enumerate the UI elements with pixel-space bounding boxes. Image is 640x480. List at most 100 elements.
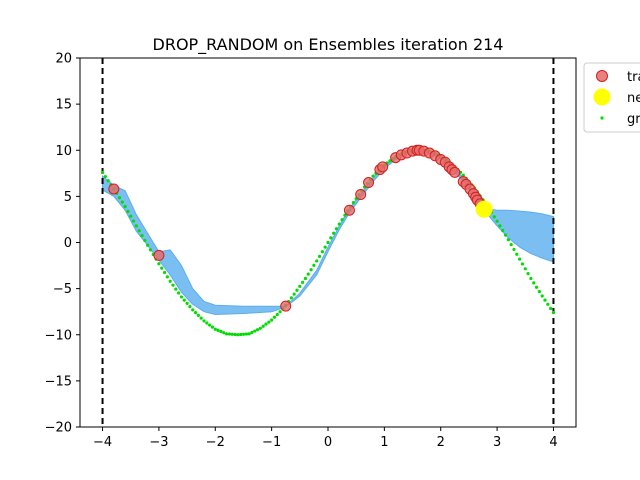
ground-truth-point bbox=[551, 311, 556, 315]
ground-truth-point bbox=[239, 332, 243, 337]
ground-truth-point bbox=[160, 266, 164, 270]
ground-truth-point bbox=[334, 227, 339, 231]
ground-truth-point bbox=[126, 209, 130, 213]
ground-truth-point bbox=[337, 222, 341, 226]
ground-truth-point bbox=[162, 270, 167, 275]
ground-truth-point bbox=[543, 298, 547, 302]
ground-truth-point bbox=[512, 247, 516, 252]
ground-truth-point bbox=[230, 332, 234, 336]
ground-truth-point bbox=[270, 318, 274, 322]
training-point bbox=[343, 204, 355, 216]
ground-truth-point bbox=[100, 170, 105, 174]
ground-truth-point bbox=[134, 224, 138, 228]
ground-truth-point bbox=[323, 245, 327, 249]
ground-truth-point bbox=[227, 332, 231, 336]
ground-truth-point bbox=[168, 279, 172, 283]
ground-truth-point bbox=[520, 262, 525, 266]
chart-title: DROP_RANDOM on Ensembles iteration 214 bbox=[153, 35, 504, 55]
y-tick-label: −20 bbox=[45, 421, 72, 436]
ground-truth-point bbox=[329, 236, 333, 240]
training-point bbox=[280, 300, 292, 312]
ground-truth-point bbox=[549, 306, 553, 311]
ground-truth-point bbox=[123, 204, 127, 209]
ground-truth-point bbox=[461, 173, 465, 177]
ground-truth-point bbox=[199, 316, 203, 320]
ground-truth-point bbox=[278, 310, 282, 314]
ground-truth-point bbox=[258, 326, 262, 330]
y-tick-label: −15 bbox=[45, 374, 72, 389]
new-point bbox=[475, 200, 493, 218]
ground-truth-point bbox=[247, 332, 251, 336]
ground-truth-point bbox=[146, 243, 150, 247]
ground-truth-point bbox=[267, 320, 271, 324]
x-tick-label: −2 bbox=[206, 435, 225, 450]
ground-truth-point bbox=[506, 238, 510, 242]
ground-truth-point bbox=[103, 174, 107, 179]
ground-truth-point bbox=[191, 308, 195, 312]
ground-truth-point bbox=[157, 262, 161, 266]
ground-truth-point bbox=[332, 231, 336, 235]
ground-truth-point bbox=[509, 242, 513, 247]
ground-truth-point bbox=[523, 267, 527, 271]
training-point bbox=[449, 166, 461, 178]
y-tick-label: −5 bbox=[53, 282, 72, 297]
ground-truth-point bbox=[137, 229, 141, 233]
ground-truth-point bbox=[498, 224, 502, 228]
ground-truth-point bbox=[526, 272, 530, 276]
ground-truth-point bbox=[534, 285, 539, 289]
x-tick-label: −3 bbox=[149, 435, 168, 450]
ground-truth-point bbox=[250, 330, 254, 335]
ground-truth-point bbox=[219, 329, 223, 334]
y-tick-label: −10 bbox=[45, 328, 72, 343]
ground-truth-point bbox=[326, 240, 330, 245]
ground-truth-point bbox=[208, 323, 212, 327]
training-point bbox=[355, 189, 367, 201]
ground-truth-point bbox=[213, 327, 217, 331]
ground-truth-point bbox=[222, 331, 226, 335]
ground-truth-point bbox=[518, 257, 522, 261]
y-tick-label: 5 bbox=[64, 190, 72, 205]
x-tick-label: 1 bbox=[380, 435, 388, 450]
boundary-lines-layer bbox=[101, 58, 555, 427]
ground-truth-point bbox=[174, 287, 178, 291]
ground-truth-point bbox=[205, 321, 209, 325]
ground-truth-point bbox=[171, 283, 175, 287]
ground-truth-point bbox=[224, 332, 229, 336]
ground-truth-point bbox=[272, 315, 277, 319]
y-tick-label: 10 bbox=[55, 144, 72, 159]
ground-truth-point bbox=[236, 333, 240, 337]
x-tick-label: 3 bbox=[493, 435, 501, 450]
ground-truth-point bbox=[255, 328, 260, 332]
legend-truth-label: gr bbox=[627, 112, 640, 127]
legend-training-label: tra bbox=[627, 70, 640, 85]
ground-truth-point bbox=[495, 219, 499, 223]
training-point bbox=[108, 183, 120, 195]
ground-truth-point bbox=[501, 228, 505, 233]
ground-truth-point bbox=[340, 218, 344, 222]
ground-truth-point bbox=[202, 319, 206, 323]
ground-truth-point bbox=[546, 302, 550, 306]
ground-truth-point bbox=[140, 233, 144, 238]
legend-new-marker bbox=[593, 88, 611, 106]
ground-truth-point bbox=[540, 294, 544, 298]
ground-truth-point bbox=[179, 295, 184, 299]
x-tick-label: 4 bbox=[549, 435, 557, 450]
ground-truth-point bbox=[210, 325, 215, 329]
legend-training-marker bbox=[596, 70, 608, 82]
ground-truth-point bbox=[129, 214, 133, 218]
plot-area bbox=[79, 57, 577, 428]
x-axis-ticks: −4 −3 −2 −1 0 1 2 3 4 bbox=[93, 427, 558, 450]
ground-truth-point bbox=[177, 291, 181, 295]
training-point bbox=[153, 249, 165, 261]
ground-truth-point bbox=[143, 238, 147, 243]
ground-truth-point bbox=[309, 268, 313, 272]
ground-truth-point bbox=[131, 219, 136, 223]
ground-truth-point bbox=[233, 332, 237, 337]
y-tick-label: 15 bbox=[55, 98, 72, 113]
x-tick-label: −4 bbox=[93, 435, 112, 450]
y-tick-label: 20 bbox=[55, 52, 72, 67]
ground-truth-point bbox=[515, 252, 519, 256]
ground-truth-point bbox=[185, 301, 189, 305]
y-axis-ticks: −20 −15 −10 −5 0 5 10 15 20 bbox=[45, 52, 80, 436]
